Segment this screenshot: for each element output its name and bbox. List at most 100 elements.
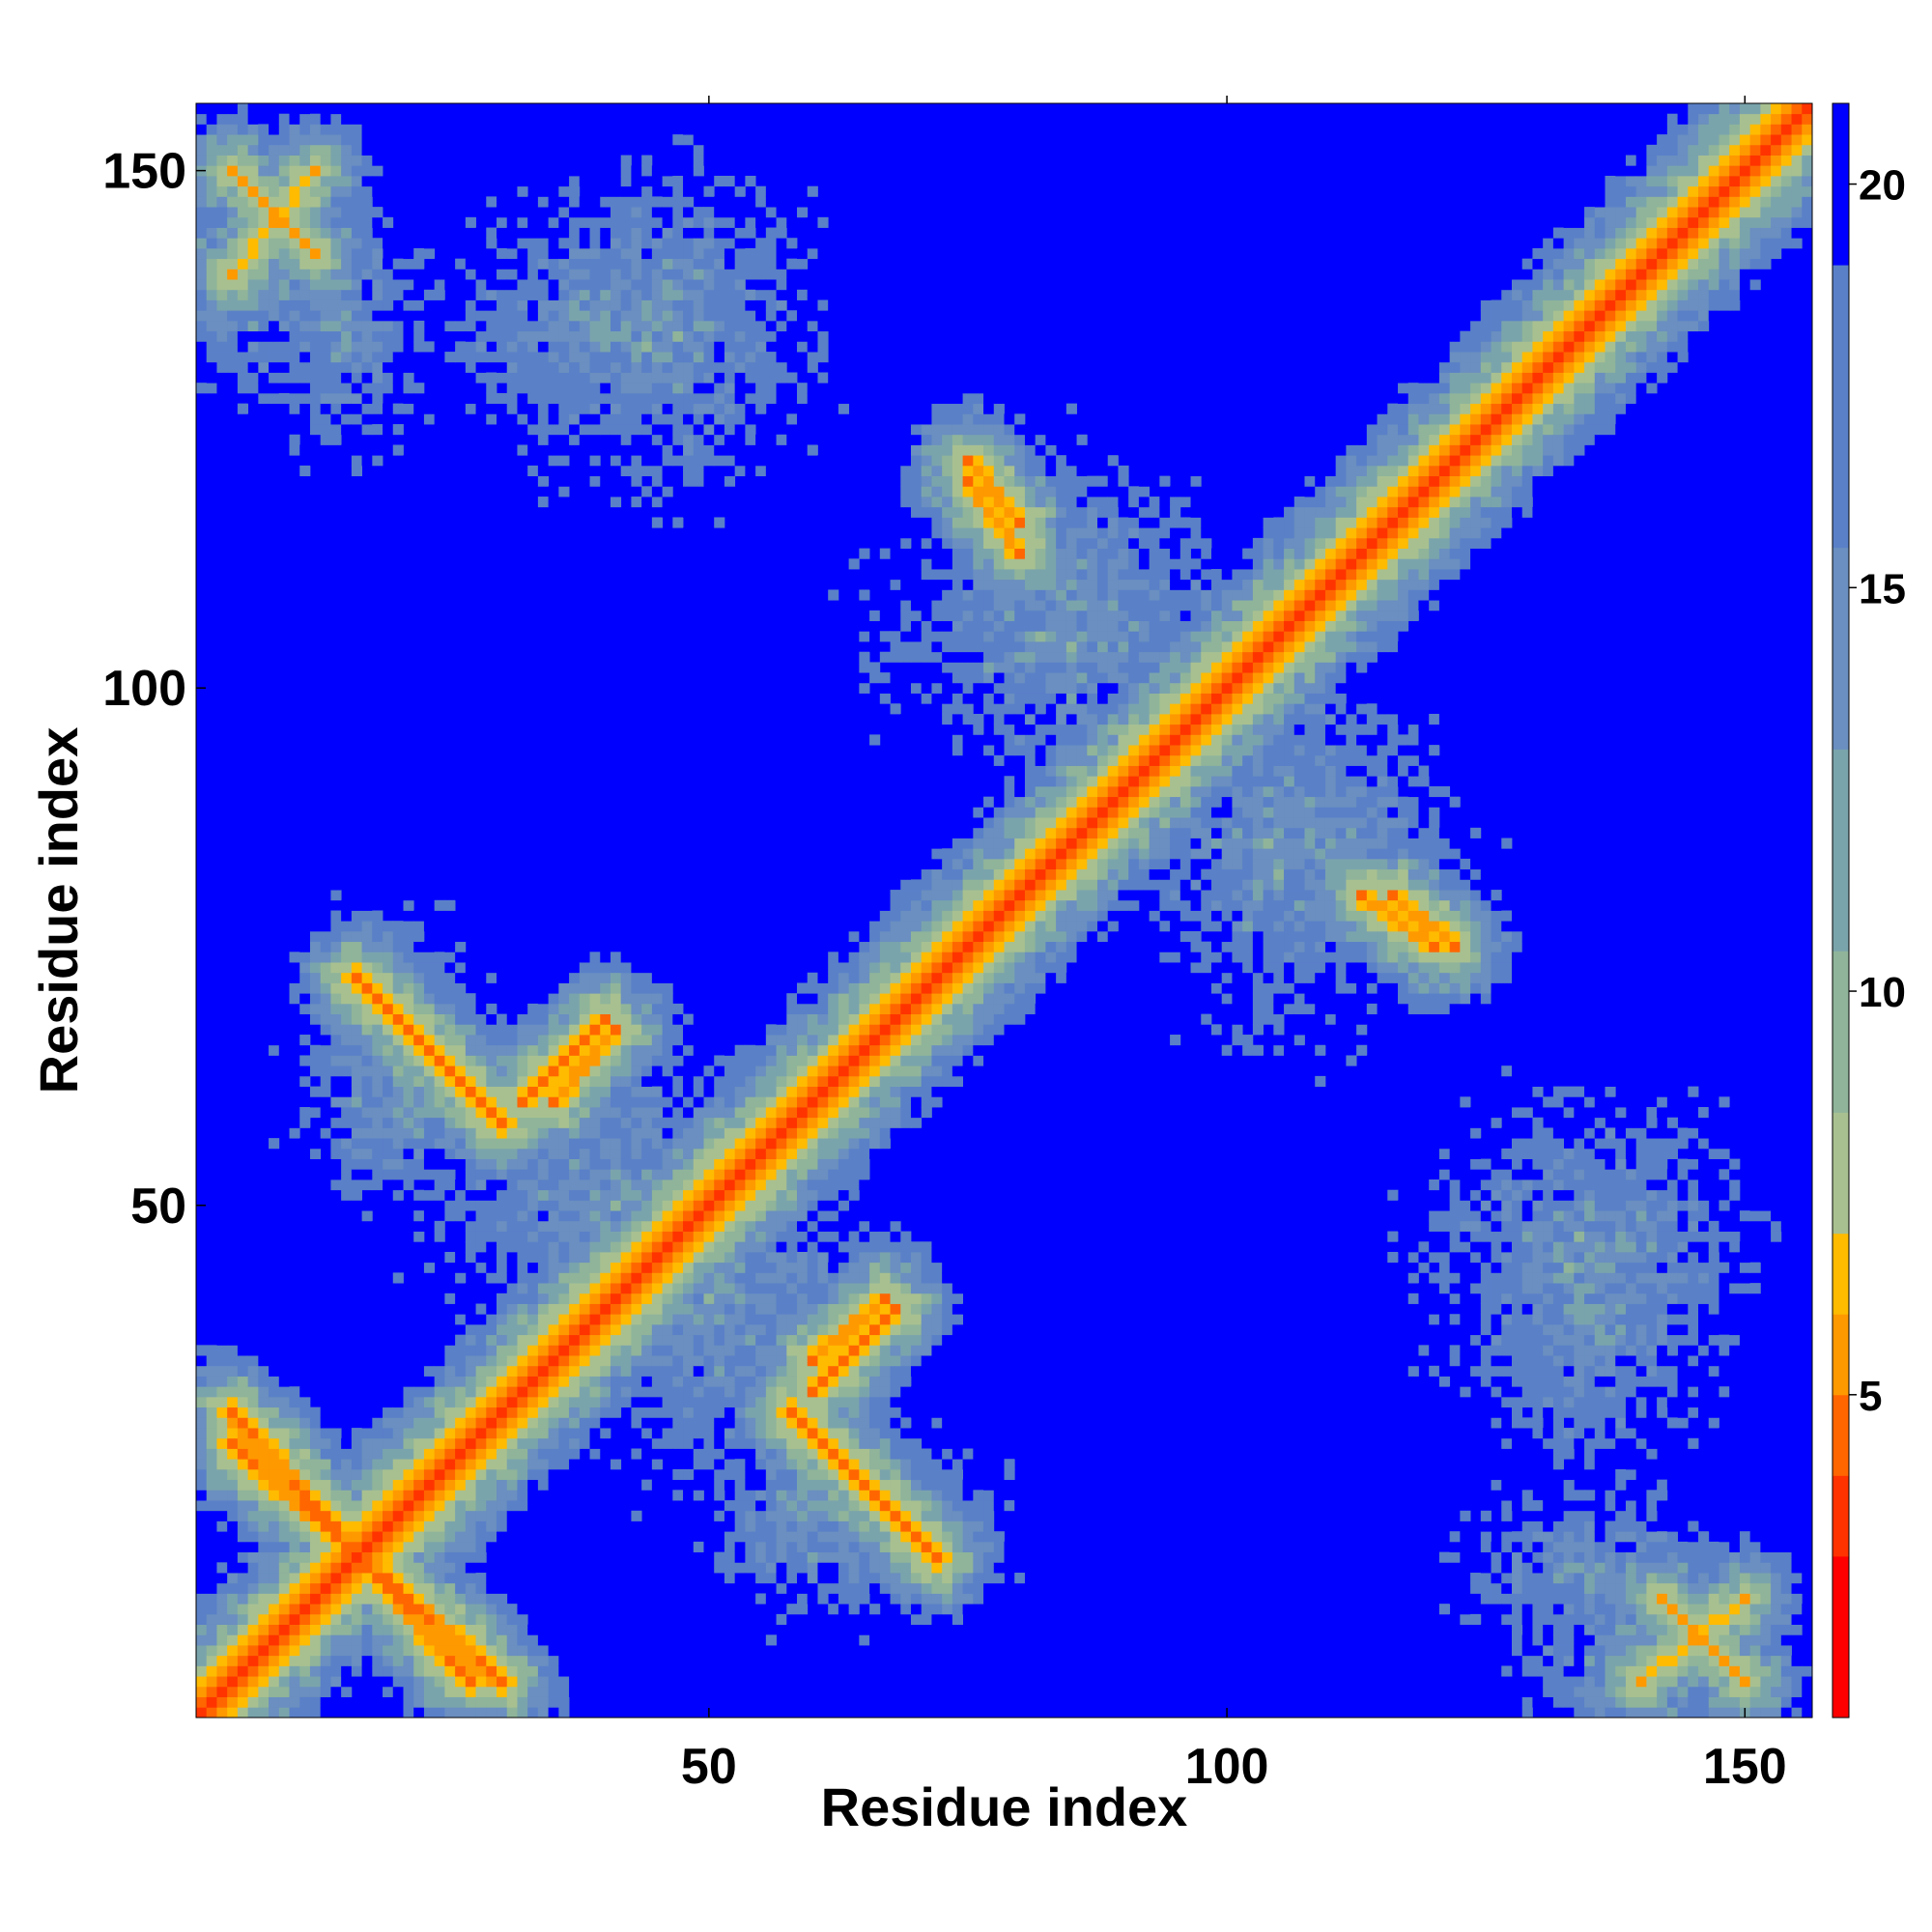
heatmap-cell: [278, 299, 290, 311]
heatmap-cell: [620, 1314, 632, 1325]
heatmap-cell: [579, 1003, 590, 1015]
heatmap-cell: [413, 1500, 425, 1512]
heatmap-cell: [465, 1573, 476, 1584]
heatmap-cell: [465, 310, 476, 322]
heatmap-cell: [589, 1117, 601, 1128]
heatmap-cell: [341, 1645, 353, 1657]
heatmap-cell: [683, 1117, 695, 1128]
heatmap-cell: [372, 320, 384, 332]
heatmap-cell: [558, 383, 570, 394]
heatmap-cell: [527, 216, 539, 228]
heatmap-cell: [724, 1086, 736, 1097]
heatmap-cell: [797, 1013, 809, 1025]
heatmap-cell: [527, 207, 539, 218]
heatmap-cell: [548, 330, 559, 342]
heatmap-cell: [465, 1127, 476, 1139]
heatmap-cell: [196, 1428, 208, 1439]
heatmap-cell: [289, 1448, 300, 1460]
heatmap-cell: [569, 1127, 581, 1139]
heatmap-cell: [765, 1231, 777, 1242]
heatmap-cell: [434, 1107, 445, 1119]
heatmap-cell: [206, 1355, 217, 1367]
heatmap-cell: [527, 1686, 539, 1697]
heatmap-cell: [227, 1707, 239, 1719]
heatmap-cell: [714, 1003, 725, 1015]
heatmap-cell: [247, 392, 259, 405]
heatmap-cell: [403, 1613, 414, 1625]
heatmap-cell: [413, 1376, 425, 1387]
heatmap-cell: [807, 1323, 818, 1336]
heatmap-cell: [403, 1665, 414, 1677]
heatmap-cell: [497, 361, 508, 373]
heatmap-cell: [383, 1189, 394, 1201]
heatmap-cell: [683, 1323, 695, 1336]
heatmap-cell: [465, 330, 476, 342]
heatmap-cell: [320, 972, 331, 983]
heatmap-cell: [693, 1314, 704, 1325]
heatmap-cell: [309, 424, 322, 436]
heatmap-cell: [247, 1468, 259, 1481]
heatmap-cell: [558, 1117, 570, 1128]
heatmap-cell: [341, 1437, 353, 1449]
heatmap-cell: [506, 1696, 518, 1708]
heatmap-cell: [341, 1148, 353, 1159]
heatmap-cell: [662, 238, 673, 249]
heatmap-cell: [703, 1044, 715, 1056]
heatmap-cell: [672, 175, 684, 187]
heatmap-cell: [537, 1696, 550, 1708]
heatmap-cell: [320, 196, 331, 208]
heatmap-cell: [299, 1541, 311, 1553]
heatmap-cell: [797, 1107, 809, 1119]
heatmap-cell: [434, 993, 445, 1005]
heatmap-cell: [227, 1417, 239, 1429]
heatmap-cell: [330, 1551, 342, 1563]
heatmap-cell: [641, 506, 653, 518]
heatmap-cell: [683, 1107, 695, 1119]
heatmap-cell: [569, 1117, 581, 1128]
heatmap-cell: [610, 1035, 622, 1046]
heatmap-cell: [548, 1665, 559, 1677]
heatmap-cell: [776, 1117, 787, 1128]
heatmap-cell: [330, 962, 342, 974]
heatmap-cell: [693, 1148, 704, 1159]
heatmap-cell: [693, 1251, 704, 1264]
heatmap-cell: [351, 113, 362, 125]
heatmap-cell: [269, 1500, 280, 1512]
heatmap-cell: [258, 258, 270, 270]
heatmap-cell: [548, 216, 559, 228]
heatmap-cell: [517, 330, 528, 342]
heatmap-cell: [278, 1075, 290, 1087]
heatmap-cell: [714, 1293, 725, 1304]
heatmap-cell: [651, 247, 663, 260]
heatmap-cell: [506, 1075, 518, 1087]
heatmap-cell: [361, 1520, 373, 1532]
heatmap-cell: [341, 134, 353, 146]
heatmap-cell: [662, 207, 673, 218]
heatmap-cell: [413, 1624, 425, 1635]
heatmap-cell: [392, 1210, 404, 1222]
heatmap-cell: [423, 352, 436, 363]
heatmap-cell: [351, 320, 362, 332]
heatmap-cell: [434, 1169, 445, 1180]
heatmap-cell: [216, 1428, 228, 1439]
heatmap-cell: [672, 434, 684, 445]
heatmap-cell: [765, 1044, 777, 1056]
heatmap-cell: [548, 434, 559, 445]
heatmap-cell: [465, 175, 476, 187]
heatmap-cell: [683, 486, 695, 497]
heatmap-cell: [527, 1448, 539, 1460]
heatmap-cell: [372, 1200, 384, 1211]
heatmap-cell: [486, 1510, 497, 1521]
heatmap-cell: [776, 1272, 787, 1284]
heatmap-cell: [372, 155, 384, 166]
heatmap-cell: [497, 269, 508, 280]
heatmap-cell: [558, 216, 570, 228]
heatmap-cell: [620, 413, 632, 425]
heatmap-cell: [776, 310, 787, 322]
heatmap-cell: [372, 952, 384, 963]
heatmap-cell: [299, 1075, 311, 1087]
heatmap-cell: [258, 1665, 270, 1677]
heatmap-cell: [392, 1376, 404, 1387]
heatmap-cell: [227, 341, 239, 353]
heatmap-cell: [444, 1437, 456, 1449]
